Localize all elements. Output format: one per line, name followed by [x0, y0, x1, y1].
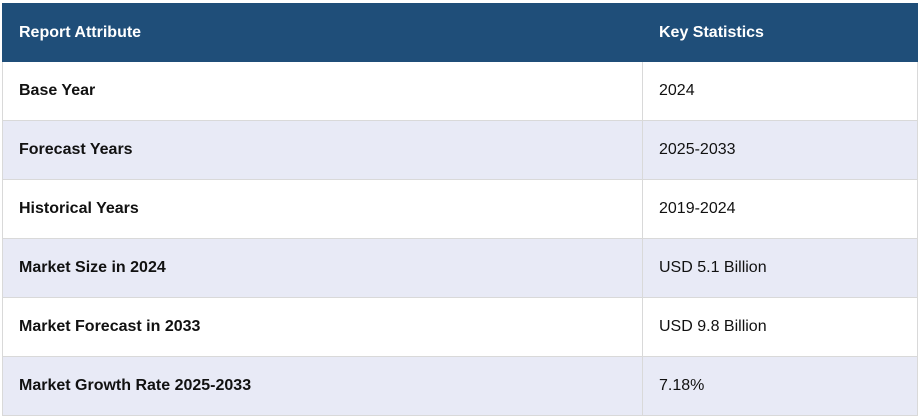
table-row: Forecast Years 2025-2033: [2, 120, 918, 180]
statistic-cell: 2025-2033: [642, 120, 918, 180]
header-cell: Report Attribute: [2, 3, 643, 62]
table-row: Base Year 2024: [2, 61, 918, 121]
table-row: Market Size in 2024 USD 5.1 Billion: [2, 238, 918, 298]
statistic-cell: USD 9.8 Billion: [642, 297, 918, 357]
statistic-cell: 2024: [642, 61, 918, 121]
table-row: Market Forecast in 2033 USD 9.8 Billion: [2, 297, 918, 357]
table-head: Report Attribute Key Statistics: [2, 3, 918, 62]
attribute-cell: Base Year: [2, 61, 643, 121]
attribute-cell: Market Size in 2024: [2, 238, 643, 298]
statistic-cell: USD 5.1 Billion: [642, 238, 918, 298]
stats-table: Report Attribute Key Statistics Base Year…: [2, 3, 918, 416]
table-row: Market Growth Rate 2025-2033 7.18%: [2, 356, 918, 416]
attribute-cell: Market Growth Rate 2025-2033: [2, 356, 643, 416]
attribute-cell: Market Forecast in 2033: [2, 297, 643, 357]
table-body: Base Year 2024 Forecast Years 2025-2033 Hist…: [2, 61, 918, 416]
header-cell: Key Statistics: [642, 3, 918, 62]
statistic-cell: 7.18%: [642, 356, 918, 416]
table-row: Historical Years 2019-2024: [2, 179, 918, 239]
attribute-cell: Forecast Years: [2, 120, 643, 180]
statistic-cell: 2019-2024: [642, 179, 918, 239]
attribute-cell: Historical Years: [2, 179, 643, 239]
header-row: Report Attribute Key Statistics: [2, 3, 918, 62]
